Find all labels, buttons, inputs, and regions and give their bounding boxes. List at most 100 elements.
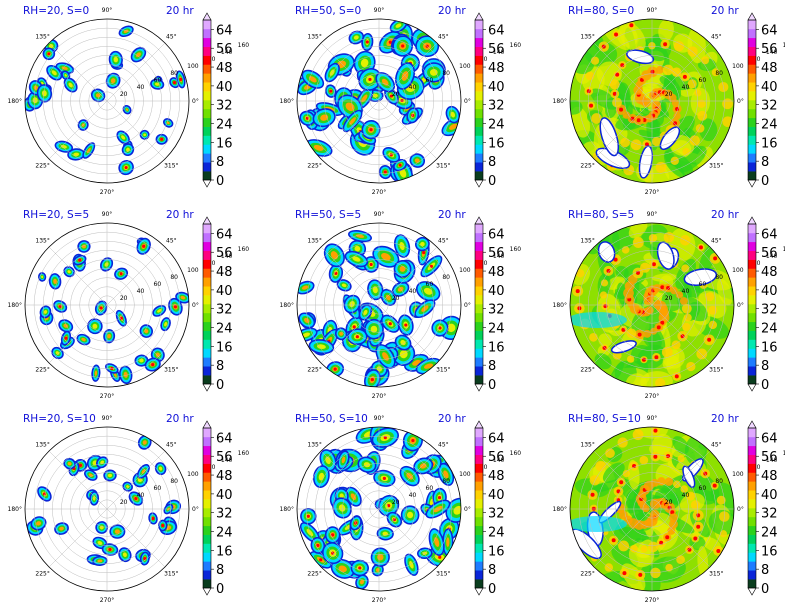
intense-cell [665,535,670,540]
cell-peak [119,272,123,276]
colorbar-swatch [748,534,756,544]
colorbar-frame [474,427,484,589]
azimuth-tick-label: 45° [711,34,722,41]
cell-peak [172,81,177,85]
colorbar-swatch [475,357,483,367]
colorbar-swatch [475,153,483,163]
azimuth-tick-label: 315° [164,162,178,169]
intense-cell [712,483,717,488]
colorbar-tick-label: 8 [488,359,496,374]
grid-spoke [320,100,380,160]
cell-core [123,29,129,33]
colorbar-tick-label: 64 [216,431,233,446]
colorbar-tick-label: 16 [216,544,233,559]
cell-peak [401,44,405,48]
colorbar-tick-label: 32 [488,99,505,114]
colorbar-swatch [203,561,211,571]
colorbar-swatch [475,241,483,251]
plot-boundary [24,18,190,184]
cell-core [123,371,128,378]
intense-cell [613,257,618,262]
rainband-cell [632,429,644,441]
colorbar-swatch [475,117,483,127]
rainband-cell [650,327,658,335]
cell-core [354,245,361,252]
colorbar-swatch [748,153,756,163]
colorbar-extend-low [747,179,757,188]
intense-cell [606,268,611,273]
radial-tick-label: 20 [665,499,673,506]
intense-cell [591,506,596,511]
rainband-cell [622,469,631,478]
polar-panel-rh80-s5: RH=80, S=520 hr204060801001201401600°45°… [545,204,785,408]
colorbar-swatch [203,543,211,553]
azimuth-tick-label: 0° [737,98,744,105]
panel-time-label: 20 hr [166,413,194,425]
colorbar: 0 8 16 24 32 40 48 56 64 [747,12,778,189]
colorbar-frame [747,427,757,589]
rainband-cell [599,291,608,299]
colorbar-extend-high [747,420,757,429]
azimuth-tick-label: 225° [35,366,49,373]
rainband-cell [643,329,652,338]
grid-spoke [320,508,380,568]
plot-boundary [569,426,735,592]
colorbar-tick-label: 48 [216,265,233,280]
azimuth-tick-label: 225° [307,162,321,169]
colorbar-frame [747,19,757,181]
azimuth-tick-label: 90° [102,7,113,14]
colorbar-swatch [203,126,211,136]
azimuth-tick-label: 90° [647,7,658,14]
colorbar-swatch [203,82,211,92]
colorbar-swatch [748,224,756,234]
radial-tick-label: 40 [409,288,417,295]
grid-spoke [378,42,438,102]
azimuth-tick-label: 315° [164,570,178,577]
rainband-cell [681,264,690,273]
colorbar-swatch [475,286,483,296]
grid-spoke [593,100,653,160]
colorbar-swatch [203,20,211,30]
azimuth-tick-label: 225° [307,366,321,373]
azimuth-tick-label: 180° [8,98,22,105]
colorbar-swatch [475,312,483,323]
colorbar-tick-label: 64 [761,227,778,242]
colorbar: 0 8 16 24 32 40 48 56 64 [474,12,505,189]
colorbar-tick-label: 56 [216,246,233,261]
intense-cell [629,23,634,28]
cell-peak [352,325,356,329]
colorbar-swatch [475,20,483,30]
grid-spoke [593,42,653,102]
azimuth-tick-label: 225° [580,162,594,169]
cell-core [400,340,406,346]
field-patch [658,19,674,42]
cell-core [338,504,346,512]
colorbar-swatch [475,490,483,500]
colorbar-swatch [475,232,483,243]
rainband-cell [663,231,675,243]
cell-core [81,244,86,249]
field-patch [651,434,673,455]
azimuth-tick-label: 315° [436,366,450,373]
colorbar-swatch [748,277,756,287]
radial-tick-label: 160 [783,450,785,457]
colorbar-swatch [203,481,211,491]
intense-cell [666,286,671,291]
azimuth-tick-label: 45° [438,238,449,245]
polar-panel-svg: RH=50, S=520 hr204060801001201401600°45°… [280,209,522,400]
colorbar-swatch [203,241,211,251]
rainband-cell [675,291,684,299]
radial-tick-label: 140 [493,49,505,56]
plot-boundary [569,18,735,184]
colorbar-tick-label: 8 [488,155,496,170]
radial-tick-label: 80 [442,478,450,485]
colorbar-tick-label: 16 [488,136,505,151]
cell-core [434,537,440,547]
colorbar-swatch [203,91,211,101]
colorbar-tick-label: 56 [216,42,233,57]
azimuth-tick-label: 225° [35,570,49,577]
field-patch [602,462,625,484]
cell-core [372,286,378,294]
colorbar-swatch [475,250,483,260]
